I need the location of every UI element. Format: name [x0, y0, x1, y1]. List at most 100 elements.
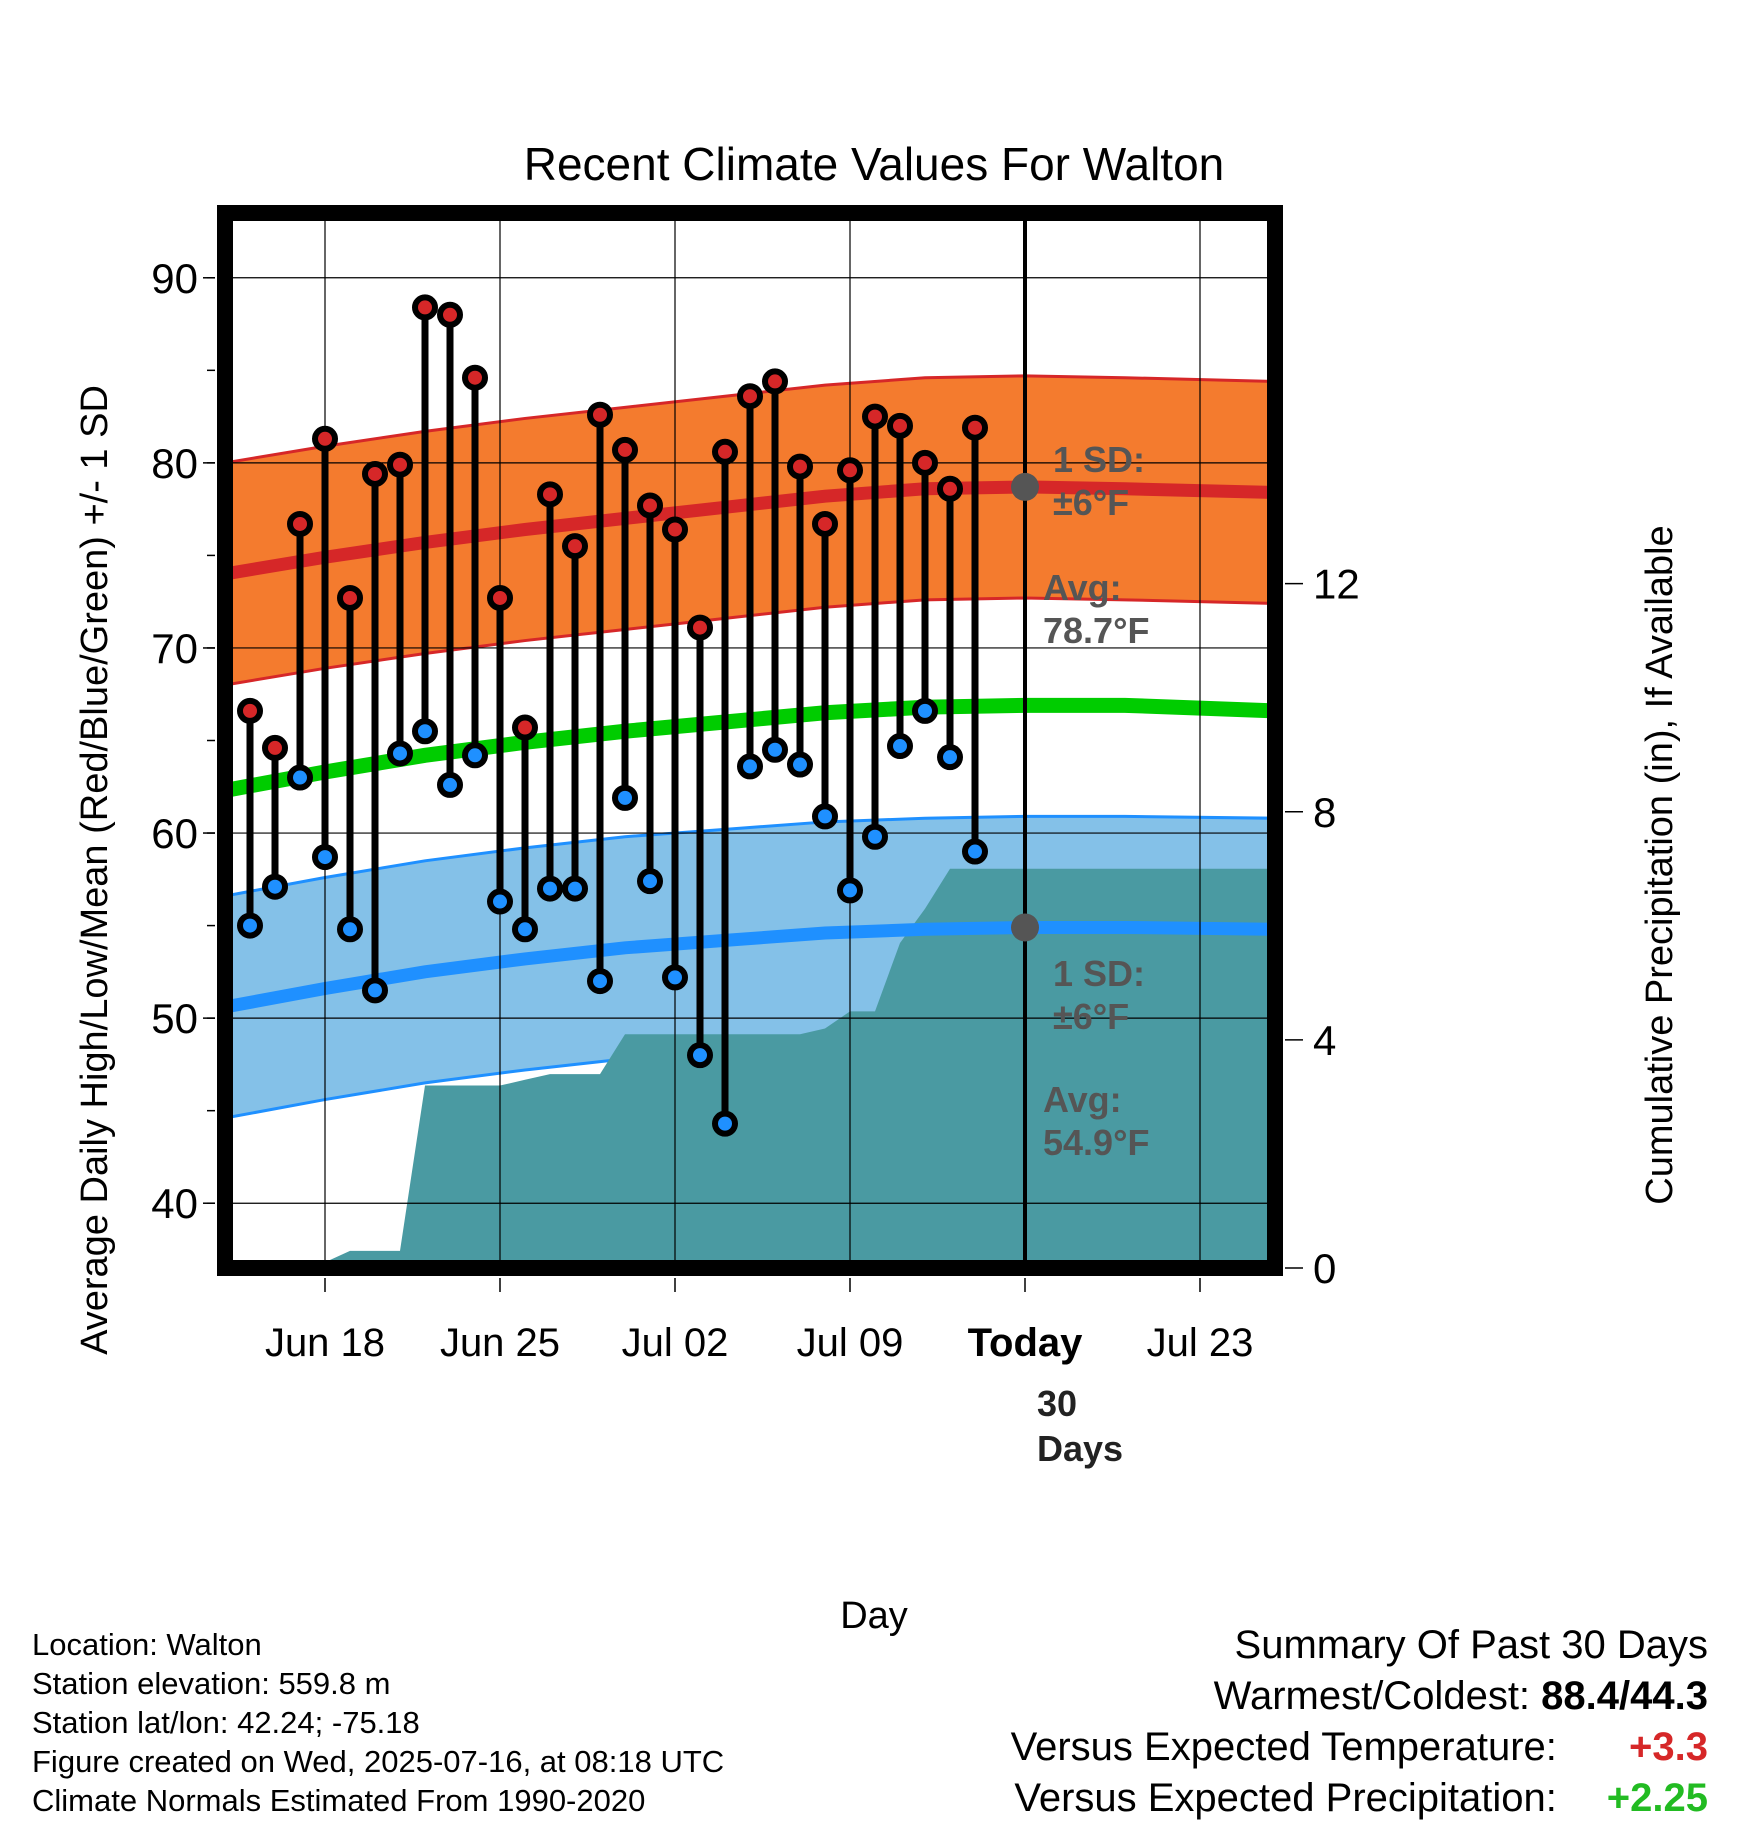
daily-low-point: [237, 912, 263, 939]
temp-value: +3.3: [1629, 1725, 1708, 1769]
x-tick-label: Jun 18: [265, 1321, 385, 1365]
daily-low-point: [562, 875, 588, 902]
daily-low-point: [787, 751, 813, 778]
daily-low-point: [537, 875, 563, 902]
low-sd-annotation-line: 1 SD:: [1053, 953, 1145, 994]
daily-low-point: [687, 1042, 713, 1069]
daily-low-point: [637, 868, 663, 895]
x-tick-label: Jul 23: [1147, 1321, 1254, 1365]
high-sd-annotation-line: ±6°F: [1053, 482, 1129, 523]
summary-panel: Summary Of Past 30 Days Warmest/Coldest:…: [1011, 1620, 1708, 1824]
y2-axis-label: Cumulative Precipitation (in), If Availa…: [1639, 525, 1681, 1204]
today-low-avg-marker: [1011, 913, 1039, 942]
daily-high-point: [262, 734, 288, 761]
daily-low-point: [937, 744, 963, 771]
daily-low-point: [312, 844, 338, 871]
daily-high-point: [912, 449, 938, 476]
precipitation-area: [300, 868, 1275, 1268]
x-tick-label: Jul 02: [622, 1321, 729, 1365]
daily-high-point: [462, 364, 488, 391]
high-sd-annotation: 1 SD: ±6°F: [1053, 439, 1145, 523]
normals-text: Climate Normals Estimated From 1990-2020: [32, 1783, 646, 1818]
daily-high-point: [562, 533, 588, 560]
daily-high-point: [237, 697, 263, 724]
daily-low-point: [762, 736, 788, 763]
daily-high-point: [687, 614, 713, 641]
daily-high-point: [412, 294, 438, 321]
daily-low-point: [337, 916, 363, 943]
summary-warm-cold: Warmest/Coldest: 88.4/44.3: [1011, 1671, 1708, 1722]
daily-high-point: [837, 457, 863, 484]
warm-cold-value: 88.4/44.3: [1541, 1674, 1708, 1718]
daily-high-point: [337, 584, 363, 611]
y2-tick-label: 12: [1313, 561, 1360, 608]
location-text: Location: Walton: [32, 1627, 262, 1662]
y2-tick-label: 4: [1313, 1017, 1336, 1064]
y2-tick-label: 8: [1313, 789, 1336, 836]
daily-low-point: [462, 742, 488, 769]
daily-high-point: [512, 714, 538, 741]
today-days-label-line: Days: [1037, 1428, 1123, 1469]
daily-high-point: [387, 451, 413, 478]
warm-cold-label: Warmest/Coldest:: [1213, 1674, 1531, 1718]
daily-high-point: [312, 425, 338, 452]
y2-tick-label: 0: [1313, 1245, 1336, 1292]
daily-high-point: [537, 481, 563, 508]
high-avg-annotation-line: Avg:: [1043, 567, 1122, 608]
daily-high-point: [287, 510, 313, 537]
daily-high-point: [612, 436, 638, 463]
y-tick-label: 60: [151, 810, 198, 857]
low-avg-annotation-line: 54.9°F: [1043, 1122, 1149, 1163]
daily-high-point: [362, 460, 388, 487]
station-info: Location: Walton Station elevation: 559.…: [32, 1625, 724, 1820]
daily-high-point: [762, 368, 788, 395]
y-tick-label: 90: [151, 255, 198, 302]
daily-high-point: [862, 403, 888, 430]
daily-high-point: [787, 453, 813, 480]
y-tick-label: 70: [151, 625, 198, 672]
daily-low-point: [612, 784, 638, 811]
x-tick-label: Jul 09: [797, 1321, 904, 1365]
chart-title: Recent Climate Values For Walton: [524, 138, 1225, 190]
daily-low-point: [412, 718, 438, 745]
today-high-avg-marker: [1011, 472, 1039, 501]
summary-precip: Versus Expected Precipitation: +2.25: [1011, 1773, 1708, 1824]
high-sd-annotation-line: 1 SD:: [1053, 439, 1145, 480]
daily-low-point: [387, 740, 413, 767]
daily-low-point: [262, 873, 288, 900]
low-sd-annotation-line: ±6°F: [1053, 996, 1129, 1037]
precip-label: Versus Expected Precipitation:: [1014, 1776, 1557, 1820]
high-avg-annotation: Avg: 78.7°F: [1043, 567, 1149, 651]
daily-high-point: [887, 412, 913, 439]
today-days-label-line: 30: [1037, 1383, 1077, 1424]
low-sd-annotation: 1 SD: ±6°F: [1053, 953, 1145, 1037]
precip-value: +2.25: [1606, 1776, 1708, 1820]
daily-low-point: [712, 1110, 738, 1137]
daily-high-point: [937, 475, 963, 502]
daily-high-point: [712, 438, 738, 465]
daily-low-point: [887, 733, 913, 760]
daily-high-point: [662, 516, 688, 543]
daily-low-point: [487, 888, 513, 915]
latlon-text: Station lat/lon: 42.24; -75.18: [32, 1705, 420, 1740]
summary-temp: Versus Expected Temperature: +3.3: [1011, 1722, 1708, 1773]
daily-high-point: [587, 401, 613, 428]
daily-high-point: [487, 584, 513, 611]
summary-title: Summary Of Past 30 Days: [1234, 1623, 1708, 1667]
daily-low-point: [437, 771, 463, 798]
daily-high-point: [962, 414, 988, 441]
daily-low-point: [287, 764, 313, 791]
x-tick-label: Jun 25: [440, 1321, 560, 1365]
daily-low-point: [837, 877, 863, 904]
low-avg-annotation-line: Avg:: [1043, 1079, 1122, 1120]
daily-low-point: [362, 977, 388, 1004]
y-axis-label: Average Daily High/Low/Mean (Red/Blue/Gr…: [74, 385, 116, 1355]
daily-low-point: [912, 697, 938, 724]
daily-low-point: [662, 964, 688, 991]
temp-label: Versus Expected Temperature:: [1010, 1725, 1557, 1769]
plot-frame: [217, 205, 1283, 1276]
daily-low-point: [962, 838, 988, 865]
y-tick-label: 80: [151, 440, 198, 487]
